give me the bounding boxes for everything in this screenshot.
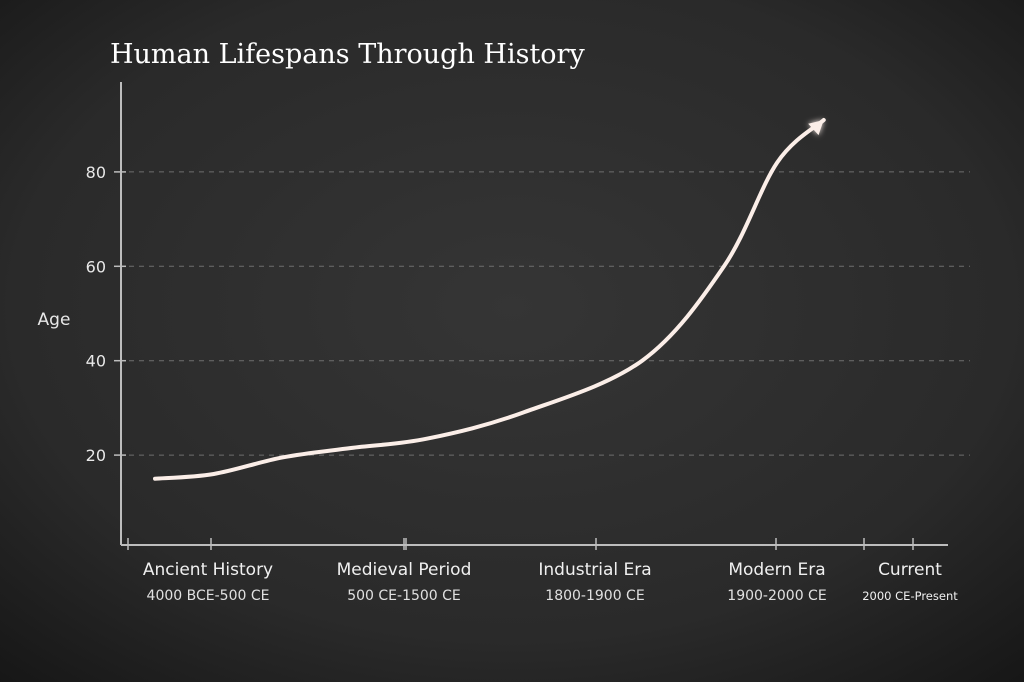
x-category-label: Current	[878, 560, 942, 580]
x-category-label: Medieval Period	[337, 560, 472, 580]
y-ticks: 20 40 60 80	[86, 163, 126, 465]
x-category-range: 1900-2000 CE	[727, 588, 826, 604]
x-category-label: Ancient History	[143, 560, 273, 580]
x-category-range: 1800-1900 CE	[545, 588, 644, 604]
x-category-range: 2000 CE-Present	[862, 589, 958, 603]
x-category-range: 500 CE-1500 CE	[347, 588, 461, 604]
x-category-label: Modern Era	[728, 560, 825, 580]
series	[153, 117, 826, 481]
arrowhead	[808, 119, 824, 136]
series-line	[153, 117, 826, 481]
chart-title: Human Lifespans Through History	[110, 39, 585, 70]
y-axis-label: Age	[38, 310, 71, 330]
y-tick-label: 60	[86, 257, 106, 276]
gridlines	[129, 171, 970, 456]
x-category-range: 4000 BCE-500 CE	[147, 588, 270, 604]
y-tick-label: 20	[86, 446, 106, 465]
x-category-label: Industrial Era	[538, 560, 651, 580]
y-tick-label: 80	[86, 163, 106, 182]
y-tick-label: 40	[86, 352, 106, 371]
x-ticks: Ancient History 4000 BCE-500 CE Medieval P…	[127, 538, 958, 604]
